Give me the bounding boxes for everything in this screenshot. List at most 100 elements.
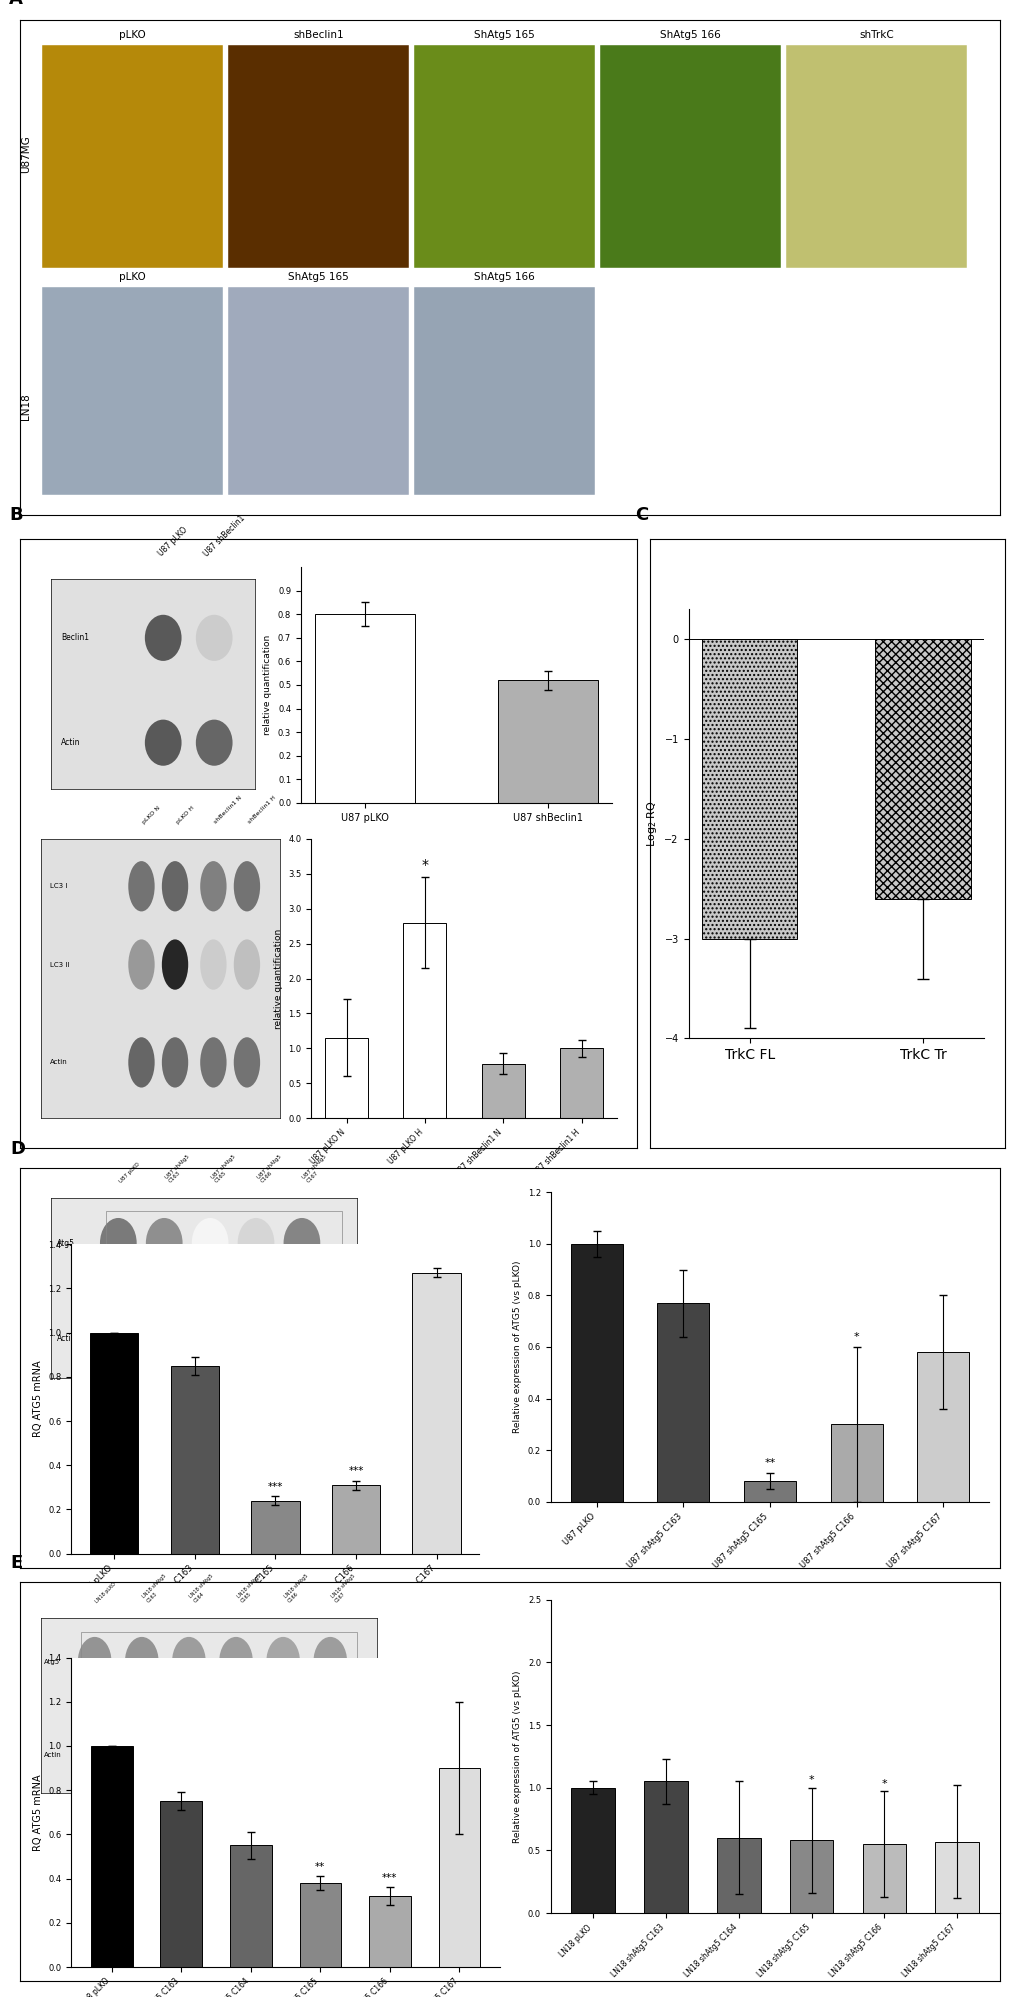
Ellipse shape bbox=[124, 1729, 159, 1779]
Text: LN18 shAtg5
C163: LN18 shAtg5 C163 bbox=[142, 1574, 171, 1604]
Bar bbox=[331, 1486, 380, 1554]
Bar bbox=[657, 1304, 709, 1502]
Ellipse shape bbox=[77, 1638, 111, 1685]
Bar bbox=[412, 1272, 461, 1554]
Ellipse shape bbox=[219, 1729, 253, 1779]
Text: *: * bbox=[853, 1332, 859, 1342]
Bar bbox=[315, 615, 415, 803]
Text: pLKO: pLKO bbox=[119, 30, 146, 40]
Ellipse shape bbox=[237, 1218, 274, 1268]
Ellipse shape bbox=[172, 1729, 206, 1779]
Text: LN18 shAtg5
C167: LN18 shAtg5 C167 bbox=[330, 1574, 360, 1604]
Text: A: A bbox=[8, 0, 22, 8]
Ellipse shape bbox=[196, 615, 232, 661]
Bar bbox=[438, 1767, 480, 1967]
Text: U87 pLKO: U87 pLKO bbox=[157, 525, 190, 559]
Bar bbox=[934, 1841, 978, 1913]
Bar bbox=[414, 44, 595, 268]
Bar bbox=[228, 44, 409, 268]
Y-axis label: relative quantification: relative quantification bbox=[273, 929, 282, 1028]
Text: U87 shBeclin1: U87 shBeclin1 bbox=[202, 513, 247, 559]
Ellipse shape bbox=[266, 1729, 300, 1779]
Text: U87 shAtg5
C163: U87 shAtg5 C163 bbox=[164, 1154, 195, 1184]
Bar bbox=[701, 639, 797, 939]
Y-axis label: Relative expression of ATG5 (vs pLKO): Relative expression of ATG5 (vs pLKO) bbox=[513, 1260, 522, 1434]
Ellipse shape bbox=[162, 861, 189, 911]
Text: C: C bbox=[635, 505, 648, 523]
Text: shBeclin1 N: shBeclin1 N bbox=[213, 795, 243, 825]
Text: shBeclin1 H: shBeclin1 H bbox=[247, 795, 276, 825]
Text: Beclin1: Beclin1 bbox=[61, 633, 89, 643]
Bar bbox=[916, 1352, 968, 1502]
Y-axis label: RQ ATG5 mRNA: RQ ATG5 mRNA bbox=[33, 1773, 43, 1851]
Bar bbox=[789, 1841, 833, 1913]
Ellipse shape bbox=[128, 939, 155, 991]
Text: Actin: Actin bbox=[57, 1334, 76, 1342]
Bar bbox=[571, 1787, 614, 1913]
Ellipse shape bbox=[313, 1729, 346, 1779]
Bar bbox=[716, 1837, 760, 1913]
Ellipse shape bbox=[200, 1036, 226, 1088]
Bar bbox=[559, 1048, 602, 1118]
Ellipse shape bbox=[145, 719, 181, 765]
Ellipse shape bbox=[283, 1314, 320, 1364]
Text: Atg5: Atg5 bbox=[44, 1658, 60, 1665]
Text: ShAtg5 166: ShAtg5 166 bbox=[659, 30, 720, 40]
Text: LN18: LN18 bbox=[21, 393, 32, 419]
Bar bbox=[403, 923, 446, 1118]
Text: Atg5: Atg5 bbox=[57, 1238, 75, 1248]
Text: *: * bbox=[880, 1779, 887, 1789]
Ellipse shape bbox=[219, 1638, 253, 1685]
Bar bbox=[229, 1845, 271, 1967]
Bar bbox=[325, 1038, 368, 1118]
Ellipse shape bbox=[283, 1218, 320, 1268]
Ellipse shape bbox=[146, 1314, 182, 1364]
Text: Actin: Actin bbox=[50, 1058, 68, 1066]
Ellipse shape bbox=[192, 1314, 228, 1364]
Text: U87 shAtg5
C167: U87 shAtg5 C167 bbox=[302, 1154, 332, 1184]
Y-axis label: Relative expression of ATG5 (vs pLKO): Relative expression of ATG5 (vs pLKO) bbox=[513, 1669, 522, 1843]
Text: *: * bbox=[421, 857, 428, 871]
Ellipse shape bbox=[233, 939, 260, 991]
Y-axis label: Log$_2$ RQ: Log$_2$ RQ bbox=[644, 801, 658, 847]
Bar bbox=[786, 44, 966, 268]
Ellipse shape bbox=[145, 615, 181, 661]
Bar bbox=[228, 288, 409, 495]
Bar bbox=[643, 1781, 687, 1913]
Text: U87 shAtg5
C165: U87 shAtg5 C165 bbox=[210, 1154, 240, 1184]
Bar bbox=[599, 44, 781, 268]
Ellipse shape bbox=[162, 939, 189, 991]
Text: ***: *** bbox=[348, 1466, 364, 1476]
Bar bbox=[91, 1745, 132, 1967]
Ellipse shape bbox=[200, 939, 226, 991]
Ellipse shape bbox=[200, 861, 226, 911]
Bar bbox=[874, 639, 970, 899]
Text: U87 shAtg5
C166: U87 shAtg5 C166 bbox=[256, 1154, 286, 1184]
Ellipse shape bbox=[162, 1036, 189, 1088]
Ellipse shape bbox=[233, 1036, 260, 1088]
Text: B: B bbox=[9, 505, 22, 523]
Text: E: E bbox=[10, 1554, 22, 1572]
Text: *: * bbox=[808, 1775, 813, 1785]
Text: LN18 pLKO: LN18 pLKO bbox=[95, 1582, 117, 1604]
Ellipse shape bbox=[196, 719, 232, 765]
Text: LN18 shAtg5
C164: LN18 shAtg5 C164 bbox=[189, 1574, 218, 1604]
Bar bbox=[300, 1883, 341, 1967]
Text: **: ** bbox=[315, 1861, 325, 1871]
Bar bbox=[829, 1424, 881, 1502]
Text: LC3 II: LC3 II bbox=[50, 961, 69, 969]
Ellipse shape bbox=[128, 1036, 155, 1088]
Text: pLKO N: pLKO N bbox=[142, 805, 161, 825]
Ellipse shape bbox=[237, 1314, 274, 1364]
Bar bbox=[497, 681, 597, 803]
Ellipse shape bbox=[124, 1638, 159, 1685]
Text: LN18 shAtg5
C166: LN18 shAtg5 C166 bbox=[283, 1574, 313, 1604]
Ellipse shape bbox=[233, 861, 260, 911]
Text: **: ** bbox=[763, 1458, 775, 1468]
Text: ***: *** bbox=[382, 1873, 397, 1883]
Bar bbox=[251, 1500, 300, 1554]
Bar bbox=[160, 1801, 202, 1967]
Ellipse shape bbox=[77, 1729, 111, 1779]
Text: ShAtg5 165: ShAtg5 165 bbox=[288, 272, 348, 282]
Bar bbox=[862, 1843, 906, 1913]
